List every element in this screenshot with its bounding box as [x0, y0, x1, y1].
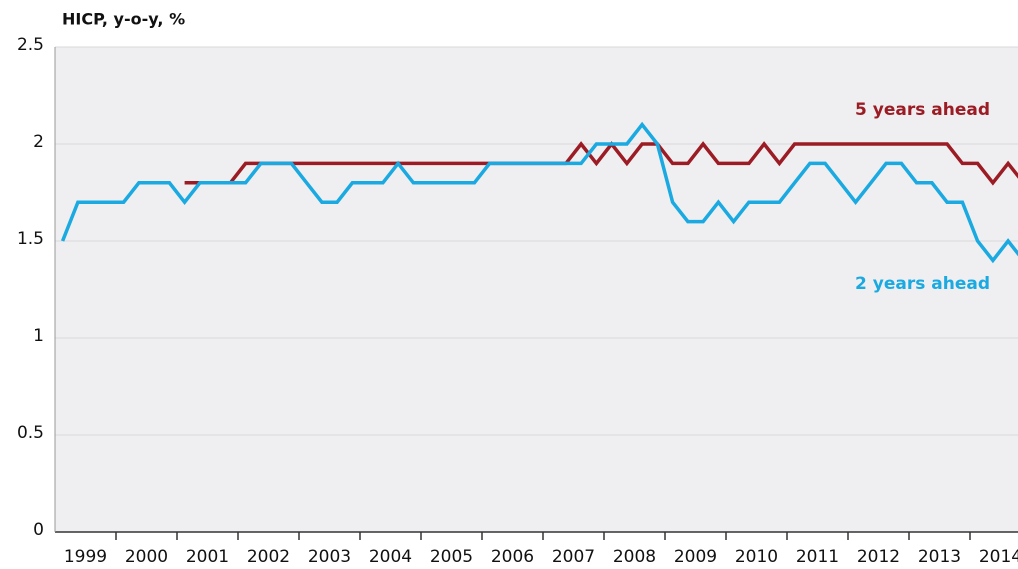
x-tick-label: 2006: [491, 547, 534, 567]
x-tick-label: 2003: [308, 547, 351, 567]
y-tick-label: 2.5: [17, 35, 44, 55]
x-tick-label: 2002: [247, 547, 290, 567]
chart-title: HICP, y-o-y, %: [62, 10, 185, 29]
x-tick-label: 2001: [186, 547, 229, 567]
x-tick-label: 2004: [369, 547, 412, 567]
x-tick-label: 2010: [735, 547, 778, 567]
series-label: 2 years ahead: [855, 274, 990, 294]
x-tick-label: 2013: [918, 547, 961, 567]
y-tick-label: 1.5: [17, 229, 44, 249]
y-tick-label: 2: [33, 132, 44, 152]
x-tick-label: 2005: [430, 547, 473, 567]
x-tick-label: 2008: [613, 547, 656, 567]
series-line: [60, 121, 1018, 264]
x-tick-label: 2014: [979, 547, 1018, 567]
y-tick-label: 0.5: [17, 423, 44, 443]
series-line: [184, 141, 1018, 186]
x-tick-label: 2011: [796, 547, 839, 567]
y-tick-label: 1: [33, 326, 44, 346]
plot-area: [55, 47, 1018, 532]
x-tick-label: 2000: [125, 547, 168, 567]
x-tick-label: 2007: [552, 547, 595, 567]
series-label: 5 years ahead: [855, 100, 990, 120]
x-tick-label: 2012: [857, 547, 900, 567]
y-tick-label: 0: [33, 520, 44, 540]
x-tick-label: 2009: [674, 547, 717, 567]
x-tick-label: 1999: [64, 547, 107, 567]
